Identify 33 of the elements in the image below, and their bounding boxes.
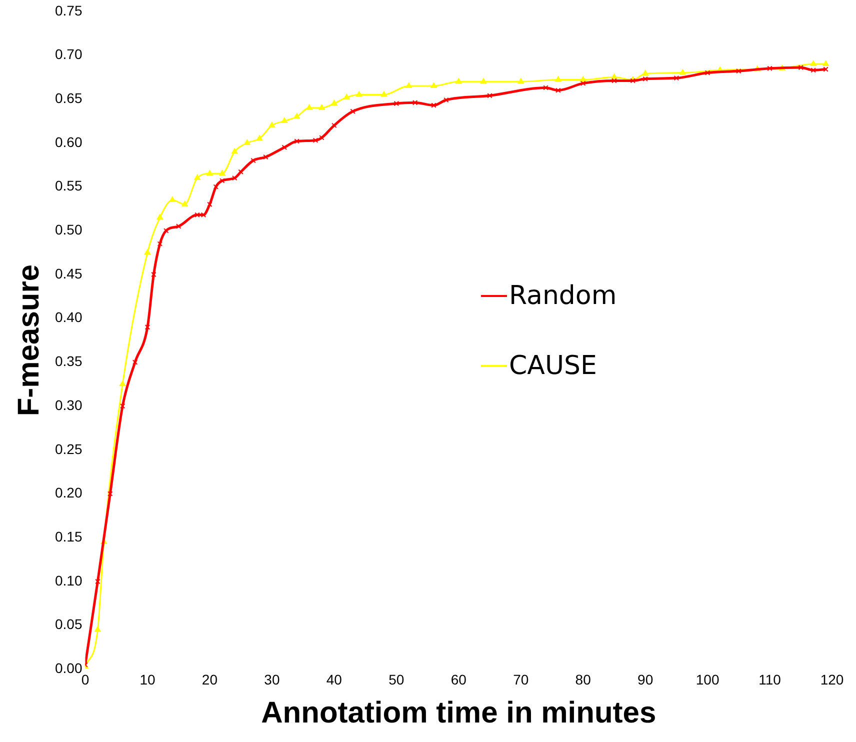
y-tick-label: 0.55: [55, 178, 82, 194]
y-tick-label: 0.50: [55, 222, 82, 238]
x-tick-label: 50: [388, 671, 404, 688]
x-tick-label: 30: [264, 671, 280, 688]
y-tick-label: 0.60: [55, 134, 82, 150]
x-tick-label: 0: [81, 671, 90, 688]
x-tick-label: 110: [758, 671, 782, 688]
x-axis-title: Annotatiom time in minutes: [261, 696, 656, 730]
x-tick-label: 120: [820, 671, 844, 688]
y-tick-label: 0.00: [55, 660, 82, 676]
x-tick-label: 40: [326, 671, 342, 688]
legend-label: Random: [509, 281, 617, 312]
y-tick-label: 0.15: [55, 528, 82, 544]
y-axis-title: F-measure: [12, 264, 46, 416]
y-tick-label: 0.65: [55, 90, 82, 106]
y-tick-label: 0.40: [55, 309, 82, 326]
y-tick-label: 0.45: [55, 265, 82, 282]
x-tick-label: 70: [513, 671, 529, 688]
y-tick-label: 0.05: [55, 616, 82, 632]
y-tick-label: 0.20: [55, 484, 82, 501]
y-tick-label: 0.75: [55, 2, 82, 18]
x-tick-label: 90: [638, 671, 654, 688]
x-tick-label: 80: [575, 671, 592, 688]
y-tick-label: 0.35: [55, 353, 82, 370]
x-tick-label: 20: [202, 671, 218, 688]
y-tick-label: 0.30: [55, 396, 82, 413]
y-tick-label: 0.10: [55, 572, 82, 588]
y-tick-label: 0.25: [55, 440, 82, 457]
legend-label: CAUSE: [509, 351, 597, 382]
x-tick-label: 60: [450, 671, 467, 688]
x-tick-label: 10: [140, 671, 156, 688]
y-tick-label: 0.70: [55, 46, 82, 62]
x-tick-label: 100: [696, 671, 720, 688]
